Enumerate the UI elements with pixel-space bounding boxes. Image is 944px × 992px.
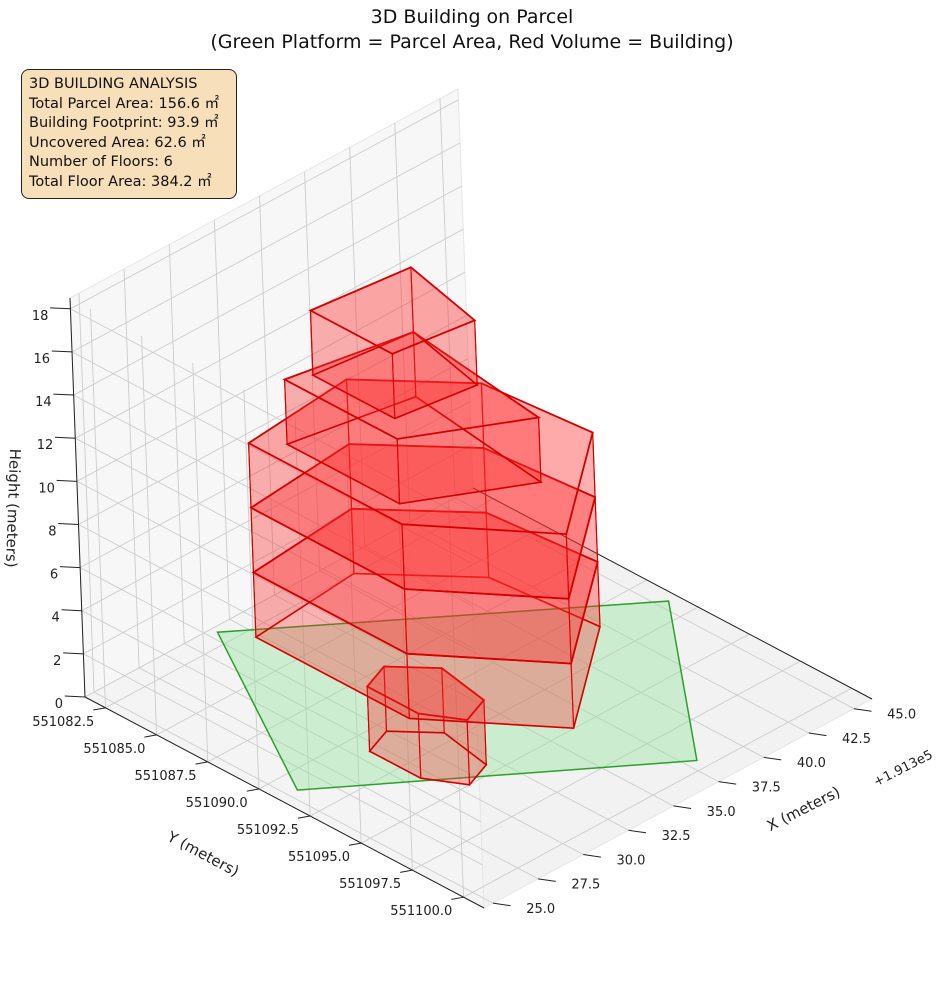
floor-top-face (308, 266, 477, 355)
info-line-floor-area: Total Floor Area: 384.2 ㎡ (29, 173, 212, 190)
x-tick-label: 35.0 (707, 805, 736, 820)
y-tick (348, 842, 362, 846)
x-tick (492, 902, 511, 907)
info-line-uncovered: Uncovered Area: 62.6 ㎡ (29, 134, 206, 151)
y-tick-label: 551087.5 (135, 769, 197, 784)
z-tick (53, 393, 74, 396)
z-tick-label: 18 (32, 309, 49, 324)
x-tick (673, 805, 692, 809)
y-tick (246, 788, 260, 792)
x-tick (808, 732, 827, 737)
y-tick (144, 734, 157, 738)
x-tick-label: 30.0 (616, 853, 645, 868)
y-tick-label: 551092.5 (237, 823, 299, 838)
y-tick (400, 869, 413, 873)
z-tick (54, 436, 76, 439)
building-volume (246, 266, 601, 787)
y-tick-label: 551085.0 (83, 742, 145, 757)
floor-4 (246, 378, 597, 600)
floor-2 (251, 507, 601, 730)
x-tick (718, 781, 737, 785)
z-tick-label: 16 (33, 352, 50, 367)
x-tick (763, 756, 782, 761)
floor-1 (365, 665, 488, 787)
z-tick-label: 10 (38, 481, 55, 496)
y-tick-label: 551100.0 (390, 904, 452, 919)
info-line-footprint: Building Footprint: 93.9 ㎡ (29, 115, 219, 131)
parcel-polygon (216, 600, 698, 791)
floor-top-face (365, 665, 486, 721)
x-tick (538, 878, 556, 882)
chart-title: 3D Building on Parcel (370, 6, 574, 28)
floor-bottom-face (368, 730, 488, 786)
x-axis-line (472, 487, 873, 700)
y-tick (93, 707, 106, 711)
x-tick-label: 40.0 (797, 756, 826, 771)
x-tick (853, 708, 872, 712)
z-tick (56, 479, 77, 482)
x-tick-label: 37.5 (752, 781, 781, 796)
x-offset-label: +1.913e5 (871, 748, 935, 791)
z-tick (58, 523, 79, 525)
z-tick (64, 695, 86, 698)
y-tick-label: 551082.5 (32, 715, 94, 730)
x-tick-label: 42.5 (842, 732, 871, 747)
analysis-info-box: 3D BUILDING ANALYSIS Total Parcel Area: … (21, 69, 237, 199)
axis-ticks: 25.0 27.5 30.0 32.5 35.0 37.5 40.0 42.5 45.0 5510… (32, 307, 916, 919)
floor-bottom-face (251, 507, 599, 665)
z-tick (63, 652, 84, 655)
z-axis-line (69, 297, 86, 698)
info-line-parcel-area: Total Parcel Area: 156.6 ㎡ (29, 95, 220, 112)
z-tick (61, 609, 82, 612)
y-tick-label: 551090.0 (186, 796, 248, 811)
z-tick-label: 8 (48, 524, 56, 539)
y-tick (297, 815, 311, 819)
x-tick (628, 829, 647, 834)
x-tick (583, 854, 601, 858)
y-tick-label: 551097.5 (339, 877, 401, 892)
floor-top-face (282, 330, 541, 440)
z-tick-label: 14 (35, 395, 52, 410)
parcel-platform (216, 600, 698, 791)
y-axis-label: Y (meters) (163, 827, 242, 880)
chart-subtitle: (Green Platform = Parcel Area, Red Volum… (210, 31, 734, 53)
x-tick-label: 27.5 (571, 878, 600, 893)
x-tick-label: 45.0 (887, 708, 916, 723)
floor-bottom-face (249, 443, 597, 600)
z-tick-label: 12 (37, 438, 54, 453)
y-tick-label: 551095.0 (288, 850, 350, 865)
y-axis-line (84, 696, 485, 909)
floor-5 (282, 330, 544, 505)
y-tick (195, 761, 208, 765)
axis-lines (69, 297, 873, 909)
z-tick (50, 307, 71, 310)
x-tick-label: 25.0 (526, 902, 555, 917)
floor-top-face (246, 378, 594, 536)
info-line-heading: 3D BUILDING ANALYSIS (29, 76, 198, 92)
z-tick-label: 2 (53, 654, 61, 669)
info-line-floors: Number of Floors: 6 (29, 154, 173, 170)
x-tick-label: 32.5 (662, 829, 691, 844)
floor-6 (308, 266, 479, 420)
floor-bottom-face (285, 395, 544, 505)
floor-bottom-face (254, 572, 601, 730)
z-tick (59, 566, 81, 569)
z-tick-label: 4 (51, 611, 59, 626)
z-tick-label: 0 (55, 697, 63, 712)
y-tick (451, 896, 464, 900)
z-tick-label: 6 (50, 568, 58, 583)
z-axis-label: Height (meters) (2, 448, 24, 568)
z-tick (51, 350, 73, 353)
